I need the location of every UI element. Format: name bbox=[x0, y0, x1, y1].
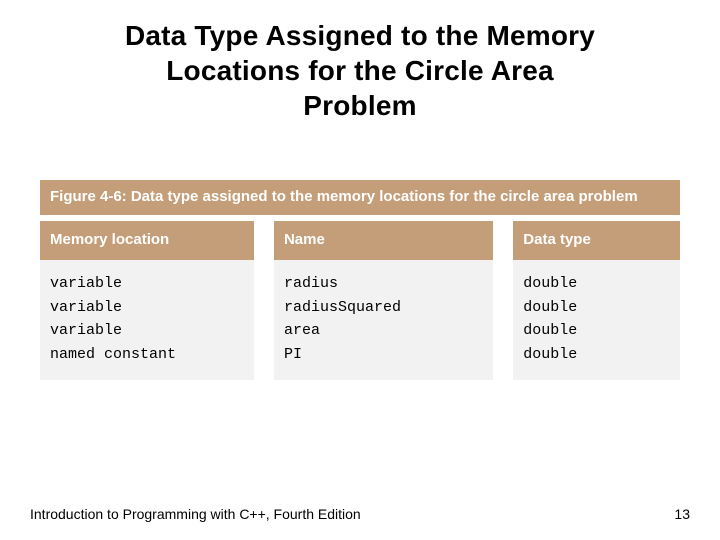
cell: radiusSquared bbox=[274, 296, 493, 320]
col-gap bbox=[254, 260, 274, 296]
table-body: variable radius double variable radiusSq… bbox=[40, 260, 680, 380]
footer: Introduction to Programming with C++, Fo… bbox=[30, 506, 690, 522]
figure: Figure 4-6: Data type assigned to the me… bbox=[40, 180, 680, 380]
table-row: variable radius double bbox=[40, 260, 680, 296]
cell: area bbox=[274, 319, 493, 343]
col-data-type: Data type bbox=[513, 221, 680, 260]
cell: double bbox=[513, 296, 680, 320]
table-row: variable radiusSquared double bbox=[40, 296, 680, 320]
cell: variable bbox=[40, 319, 254, 343]
slide: Data Type Assigned to the Memory Locatio… bbox=[0, 0, 720, 540]
title-line-2: Locations for the Circle Area bbox=[166, 55, 554, 86]
title-line-1: Data Type Assigned to the Memory bbox=[125, 20, 595, 51]
footer-text-left: Introduction to Programming with C++, Fo… bbox=[30, 506, 361, 522]
col-gap bbox=[493, 296, 513, 320]
col-gap bbox=[254, 221, 274, 260]
page-number: 13 bbox=[674, 506, 690, 522]
col-gap bbox=[493, 343, 513, 381]
figure-caption: Figure 4-6: Data type assigned to the me… bbox=[40, 180, 680, 215]
title-line-3: Problem bbox=[303, 90, 416, 121]
col-gap bbox=[493, 221, 513, 260]
col-gap bbox=[254, 343, 274, 381]
cell: named constant bbox=[40, 343, 254, 381]
col-name: Name bbox=[274, 221, 493, 260]
col-gap bbox=[493, 319, 513, 343]
page-title: Data Type Assigned to the Memory Locatio… bbox=[0, 0, 720, 123]
cell: double bbox=[513, 343, 680, 381]
table-header-row: Memory location Name Data type bbox=[40, 221, 680, 260]
col-memory-location: Memory location bbox=[40, 221, 254, 260]
table-row: named constant PI double bbox=[40, 343, 680, 381]
col-gap bbox=[254, 319, 274, 343]
col-gap bbox=[493, 260, 513, 296]
col-gap bbox=[254, 296, 274, 320]
cell: variable bbox=[40, 260, 254, 296]
cell: double bbox=[513, 260, 680, 296]
cell: PI bbox=[274, 343, 493, 381]
cell: variable bbox=[40, 296, 254, 320]
data-table: Memory location Name Data type variable … bbox=[40, 221, 680, 380]
cell: double bbox=[513, 319, 680, 343]
cell: radius bbox=[274, 260, 493, 296]
table-row: variable area double bbox=[40, 319, 680, 343]
